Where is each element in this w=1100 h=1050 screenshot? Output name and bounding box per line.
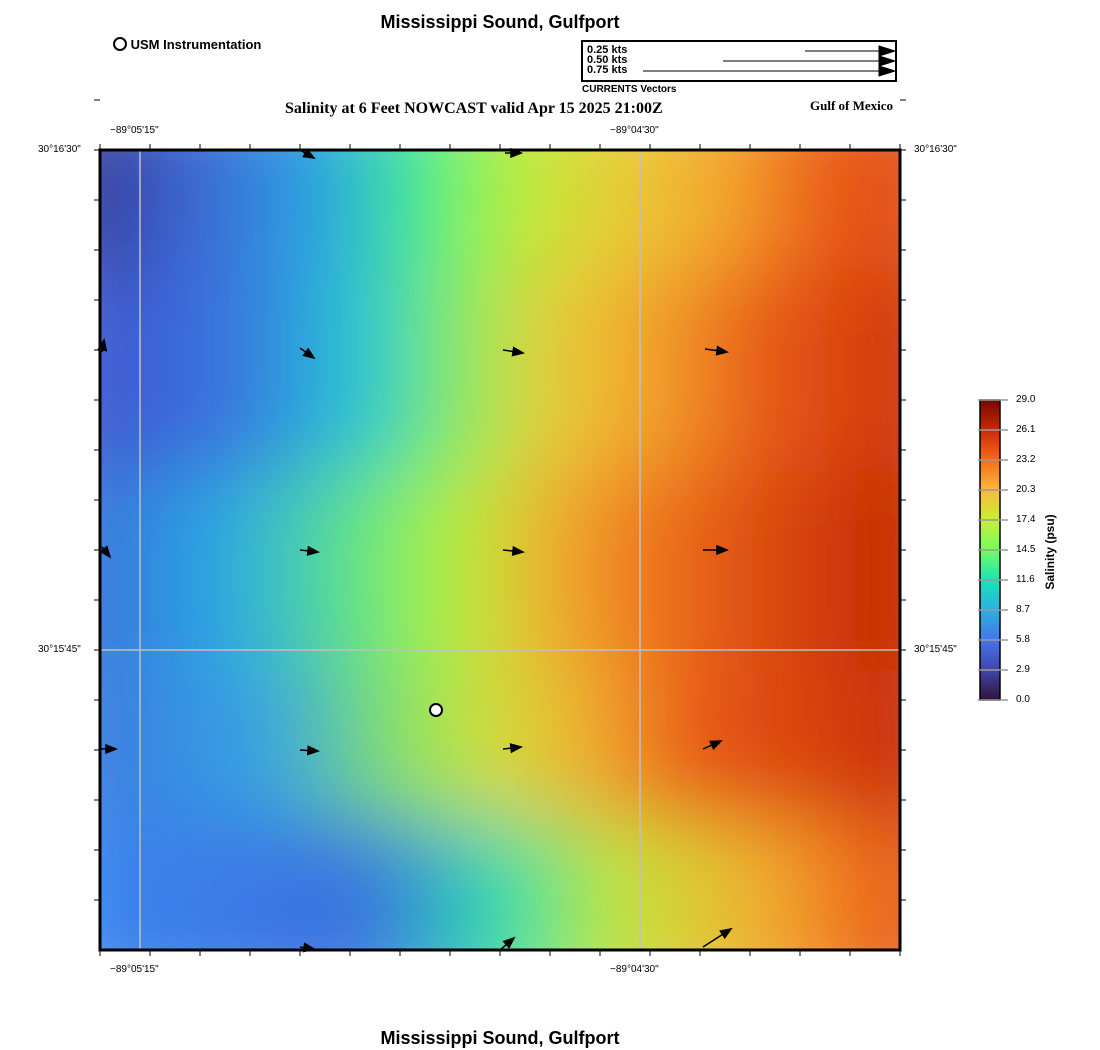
speed-label: 0.50 kts [587, 54, 628, 66]
salinity-field [100, 150, 900, 950]
current-vector-arrow [703, 544, 730, 556]
station-legend-label: USM Instrumentation [130, 37, 262, 52]
lat-label-right: 30°16'30" [914, 144, 957, 155]
current-vector-arrow [702, 927, 733, 948]
current-vector-arrow [299, 942, 316, 953]
colorbar-tick-label: 0.0 [1016, 694, 1030, 705]
colorbar-tick-label: 20.3 [1016, 484, 1036, 495]
region-label: Gulf of Mexico [810, 98, 894, 113]
current-vector-arrow [704, 345, 730, 356]
lon-label-bottom: −89°05'15" [110, 964, 159, 975]
map-title: Mississippi Sound, Gulfport [380, 12, 620, 32]
colorbar-tick-label: 8.7 [1016, 604, 1030, 615]
lat-label-right: 30°15'45" [914, 644, 957, 655]
current-vector-arrow [299, 148, 316, 160]
current-vector-arrow [299, 745, 321, 756]
colorbar-tick-label: 26.1 [1016, 424, 1036, 435]
graticule [100, 150, 900, 950]
station-marker-icon [113, 37, 127, 51]
map-subtitle: Salinity at 6 Feet NOWCAST valid Apr 15 … [285, 100, 663, 117]
lat-label-left: 30°15'45" [38, 644, 81, 655]
colorbar-tick-label: 5.8 [1016, 634, 1030, 645]
lon-label-bottom: −89°04'30" [610, 964, 659, 975]
current-vector-arrow [502, 346, 525, 357]
current-vector-arrow [299, 347, 316, 360]
colorbar-tick-label: 23.2 [1016, 454, 1036, 465]
current-vector-arrow [99, 545, 112, 559]
current-vector-arrow [502, 545, 526, 557]
vector-legend: 0.25 kts 0.50 kts 0.75 kts [581, 40, 897, 82]
current-vector-arrow [100, 743, 119, 755]
usm-station-marker[interactable] [429, 703, 443, 717]
colorbar-tick-label: 17.4 [1016, 514, 1036, 525]
current-vector-arrow [499, 936, 516, 951]
current-vector-arrow [502, 743, 524, 754]
colorbar-tick-label: 14.5 [1016, 544, 1036, 555]
colorbar-label: Salinity (psu) [1043, 514, 1057, 590]
colorbar-tick-label: 2.9 [1016, 664, 1030, 675]
vector-legend-caption: CURRENTS Vectors [582, 84, 677, 95]
station-legend: USM Instrumentation [113, 37, 261, 52]
lon-label-top: −89°04'30" [610, 125, 659, 136]
current-vector-arrow [97, 338, 108, 353]
footer-title: Mississippi Sound, Gulfport [380, 1028, 620, 1048]
colorbar-tick-label: 11.6 [1016, 574, 1035, 585]
lon-label-top: −89°05'15" [110, 125, 159, 136]
speed-label: 0.25 kts [587, 44, 628, 56]
current-vector-arrow [299, 545, 321, 556]
legend-arrows [643, 45, 895, 77]
current-vector-arrow [702, 740, 723, 751]
lat-label-left: 30°16'30" [38, 144, 81, 155]
current-vector-arrow [505, 147, 524, 159]
colorbar-tick-label: 29.0 [1016, 394, 1036, 405]
speed-label: 0.75 kts [587, 64, 628, 76]
